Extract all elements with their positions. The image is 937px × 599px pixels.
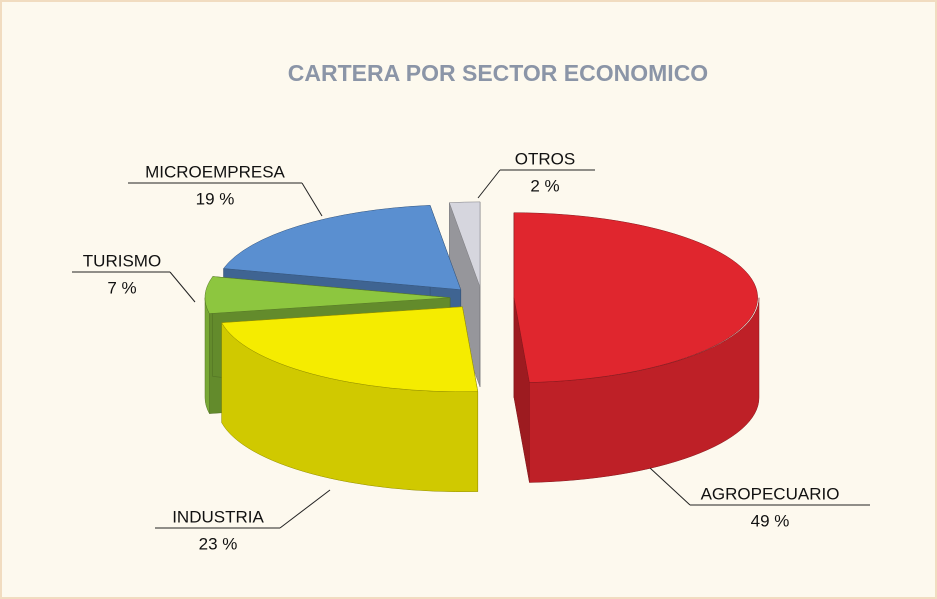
slice-label: INDUSTRIA: [172, 507, 264, 526]
slice: [204, 276, 451, 314]
leader-line: [301, 182, 323, 217]
slice-label: MICROEMPRESA: [145, 162, 285, 181]
slice-label: OTROS: [515, 149, 575, 168]
leader-line: [649, 467, 691, 506]
slice: [513, 212, 758, 383]
slice: [448, 201, 481, 287]
slice: [221, 306, 479, 393]
value-label: 19 %: [196, 189, 235, 208]
slice: [223, 205, 462, 290]
slice-side: [204, 297, 210, 415]
slice-label: AGROPECUARIO: [701, 484, 840, 503]
leader-line: [477, 169, 501, 199]
slice-side: [529, 297, 760, 483]
value-label: 2 %: [530, 176, 559, 195]
value-label: 23 %: [199, 534, 238, 553]
leader-line: [279, 489, 331, 529]
slice-label: TURISMO: [83, 251, 161, 270]
value-label: 49 %: [751, 511, 790, 530]
value-label: 7 %: [107, 278, 136, 297]
chart-title: CARTERA POR SECTOR ECONOMICO: [288, 60, 708, 86]
leader-line: [169, 271, 196, 303]
